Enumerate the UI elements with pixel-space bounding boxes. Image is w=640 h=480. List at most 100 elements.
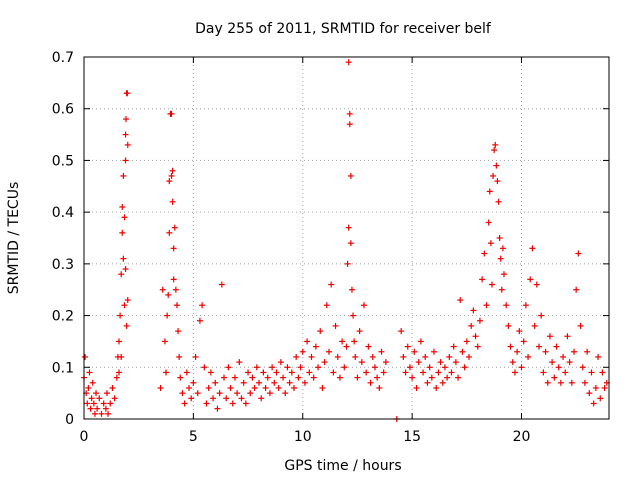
data-point [479,276,486,283]
data-point [336,374,343,381]
data-point [493,162,500,169]
data-point [121,302,128,309]
data-point [253,364,260,371]
data-point [166,178,173,185]
data-point [123,116,129,123]
data-point [229,400,236,407]
data-point [365,343,372,350]
data-point [247,390,254,397]
data-point [310,374,317,381]
data-point [280,374,287,381]
data-point [488,281,495,288]
data-point [351,338,358,345]
x-axis-label: GPS time / hours [284,458,401,474]
y-tick-label: 0.7 [52,50,74,66]
data-point [179,390,186,397]
x-tick-label: 15 [403,429,421,445]
data-point [242,400,249,407]
data-point [505,322,512,329]
data-point [586,390,593,397]
data-point [91,410,98,417]
data-point [361,302,367,309]
data-point [463,338,470,345]
data-point [323,302,330,309]
data-point [100,400,107,407]
data-point [516,328,523,335]
data-point [118,271,125,278]
data-point [573,286,580,293]
data-point [378,348,385,355]
data-point [216,390,223,397]
data-point [363,369,370,376]
data-point [487,240,494,247]
data-point [212,379,219,386]
data-point [284,364,291,371]
data-point [169,198,176,205]
data-point [376,384,383,391]
data-point [282,390,289,397]
data-point [332,322,339,329]
data-point [87,405,94,412]
data-point [398,328,405,335]
x-tick-label: 0 [80,429,89,445]
data-point [109,384,116,391]
data-point [509,359,516,366]
data-point [367,379,374,386]
data-point [171,224,178,231]
data-point [186,384,192,391]
data-point [546,333,553,340]
data-point [347,172,354,179]
data-point [123,322,130,329]
data-point [165,291,172,298]
data-point [124,141,131,148]
data-point [354,374,361,381]
data-point [258,395,265,402]
data-point [411,348,418,355]
data-point [210,395,217,402]
data-point [256,379,262,386]
data-point [371,364,378,371]
data-point [549,359,556,366]
data-point [334,353,341,360]
data-point [348,286,355,293]
data-point [402,369,409,376]
data-point [122,157,129,164]
data-point [205,384,212,391]
data-point [474,343,481,350]
x-tick-label: 10 [294,429,312,445]
data-point [116,338,122,345]
data-point [494,178,501,185]
data-point [496,235,503,241]
data-point [533,281,540,288]
data-point [308,353,315,360]
data-point [492,141,499,148]
data-point [520,338,527,345]
data-point [446,353,453,360]
data-point [339,338,346,345]
data-point [562,369,569,376]
y-tick-label: 0.4 [52,205,74,221]
data-point [525,353,532,360]
data-point [236,359,243,366]
data-point [312,343,319,350]
data-point [470,307,477,314]
data-point [234,390,241,397]
data-point [118,353,125,360]
data-point [266,390,273,397]
data-point [225,364,232,371]
data-point [119,229,126,236]
data-point [404,343,411,350]
data-point [175,328,182,335]
data-point [382,359,389,366]
data-point [527,276,534,283]
chart-title: Day 255 of 2011, SRMTID for receiver bel… [195,21,492,37]
data-point [555,364,562,371]
data-point [575,250,582,257]
y-tick-label: 0.1 [52,360,74,376]
data-point [177,374,184,381]
data-point [345,224,352,231]
data-point [122,131,129,138]
data-point [293,353,300,360]
data-point [275,384,282,391]
data-point [207,369,214,376]
